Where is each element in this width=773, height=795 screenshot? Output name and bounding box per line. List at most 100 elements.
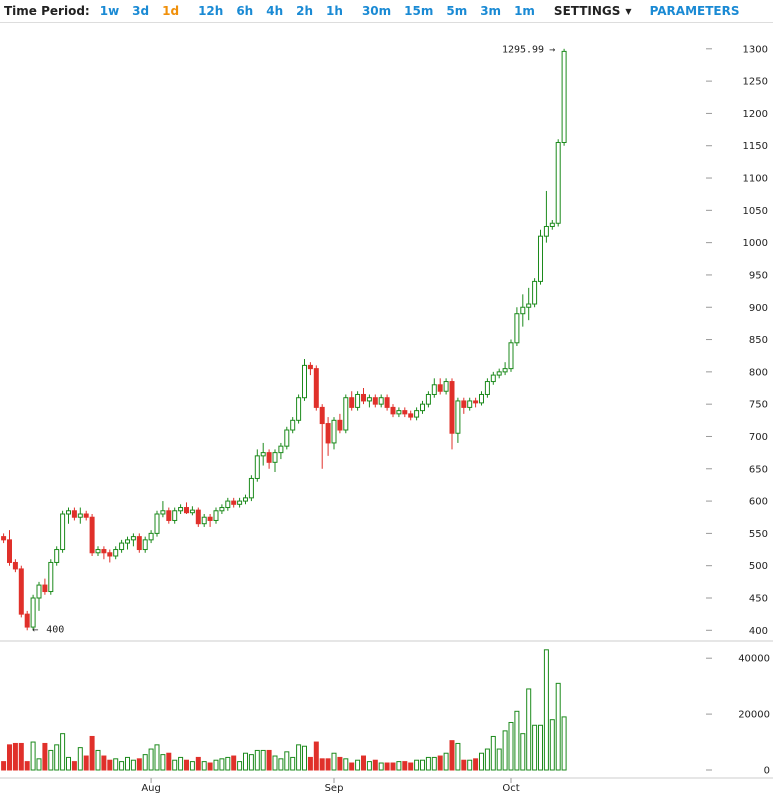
period-5m[interactable]: 5m	[446, 4, 468, 18]
high-price-label: 1295.99	[502, 44, 544, 55]
period-3m[interactable]: 3m	[480, 4, 502, 18]
candle-body	[119, 542, 125, 551]
candle-body	[225, 500, 231, 509]
volume-bar	[425, 756, 431, 771]
period-15m[interactable]: 15m	[404, 4, 434, 18]
candle-body	[307, 364, 313, 370]
price-tick-label: 750	[749, 400, 768, 411]
candle-body	[7, 539, 12, 563]
volume-bar	[42, 742, 48, 771]
price-tick-label: 700	[749, 432, 768, 443]
caret-down-icon: ▼	[625, 7, 632, 16]
candle-body	[343, 397, 349, 431]
volume-bar	[130, 759, 136, 771]
period-1w[interactable]: 1w	[99, 4, 120, 18]
price-volume-chart[interactable]: 400 450 500 550 600 650 700 750 800 850 900 950 1000…	[0, 23, 773, 795]
volume-bar	[514, 710, 520, 771]
volume-bar	[543, 649, 549, 771]
period-12h[interactable]: 12h	[198, 4, 224, 18]
volume-bar	[12, 742, 18, 771]
candle	[24, 610, 30, 631]
candle	[66, 507, 71, 524]
volume-bar	[455, 742, 461, 771]
price-tick-label: 950	[749, 270, 768, 281]
candle-body	[272, 452, 278, 463]
candle	[207, 514, 213, 527]
volume-bar	[7, 744, 12, 771]
candle-body	[178, 507, 184, 512]
candle	[425, 391, 431, 408]
candle	[254, 449, 260, 482]
candle-body	[201, 516, 207, 525]
period-2h[interactable]: 2h	[296, 4, 314, 18]
candle-body	[331, 419, 337, 444]
candle-body	[207, 516, 213, 521]
volume-bar	[66, 756, 71, 771]
volume-bar	[526, 688, 532, 771]
candle-body	[538, 235, 543, 282]
volume-bar	[349, 762, 355, 771]
candle	[101, 546, 107, 560]
period-1d[interactable]: 1d	[162, 4, 180, 18]
candle	[278, 442, 284, 460]
candle	[473, 397, 479, 408]
candle-body	[390, 406, 396, 415]
period-6h[interactable]: 6h	[236, 4, 254, 18]
price-tick-label: 1150	[743, 141, 768, 152]
candle	[272, 449, 278, 473]
candle	[248, 475, 254, 502]
volume-bar	[372, 759, 378, 771]
candle-body	[95, 549, 101, 554]
candle-body	[302, 364, 307, 399]
candle	[130, 533, 136, 547]
time-axis: Aug Sep Oct	[141, 778, 520, 794]
volume-bar	[172, 759, 178, 771]
candle	[166, 507, 172, 524]
period-30m[interactable]: 30m	[361, 4, 392, 18]
volume-bar	[254, 749, 260, 771]
candle	[378, 394, 384, 408]
candle	[119, 539, 125, 553]
period-1m[interactable]: 1m	[514, 4, 535, 18]
candle-body	[496, 371, 502, 376]
candle-body	[396, 410, 402, 415]
candle	[514, 307, 520, 347]
candle	[266, 449, 272, 469]
period-1h[interactable]: 1h	[326, 4, 343, 18]
candle-body	[189, 509, 195, 514]
price-tick-label: 600	[749, 497, 768, 508]
period-3d[interactable]: 3d	[132, 4, 150, 18]
candle-body	[60, 513, 66, 551]
volume-bar	[260, 749, 266, 771]
period-4h[interactable]: 4h	[266, 4, 284, 18]
candle	[201, 514, 207, 527]
candle	[154, 510, 160, 537]
candle-body	[125, 539, 130, 544]
settings-button[interactable]: SETTINGS ▼	[554, 4, 632, 18]
volume-bar	[71, 761, 77, 771]
candle	[184, 502, 189, 515]
price-tick-label: 500	[749, 561, 768, 572]
candle-body	[490, 374, 496, 383]
candle-body	[296, 397, 302, 421]
volume-bar	[331, 752, 337, 771]
candle	[526, 287, 532, 321]
volume-bar	[201, 761, 207, 771]
volume-bar	[219, 758, 225, 771]
candle-body	[142, 539, 148, 551]
candle-body	[431, 384, 437, 395]
candle	[443, 378, 449, 395]
volume-bar	[461, 759, 467, 771]
candle	[172, 507, 178, 524]
candle	[136, 533, 142, 553]
time-tick-label: Sep	[325, 783, 344, 794]
parameters-button[interactable]: PARAMETERS	[649, 4, 740, 18]
candle-body	[1, 536, 7, 541]
candle	[549, 220, 555, 230]
candle	[408, 410, 414, 421]
volume-bar	[355, 759, 361, 771]
candle	[484, 378, 490, 398]
candle-body	[71, 510, 77, 518]
candle	[243, 494, 248, 505]
volume-axis: 0 20000 40000	[706, 654, 770, 777]
